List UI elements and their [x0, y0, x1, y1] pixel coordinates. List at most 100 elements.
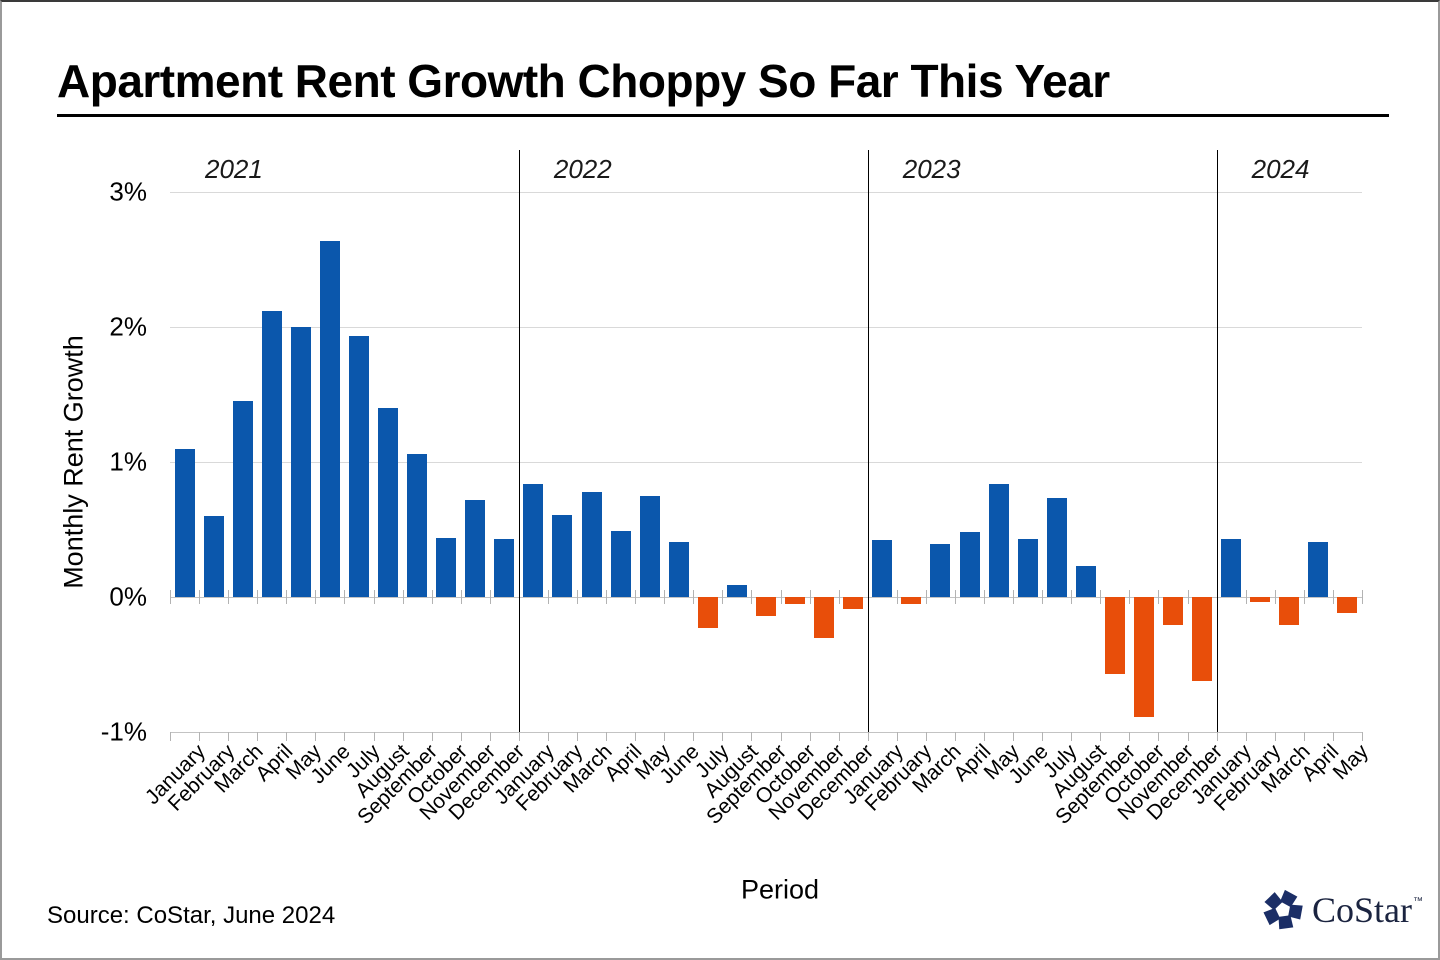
zero-axis-tick	[722, 590, 724, 604]
y-tick-label: 1%	[109, 446, 147, 477]
bar-2021-june	[319, 240, 340, 597]
year-label-2024: 2024	[1251, 154, 1310, 184]
zero-axis-tick	[809, 590, 811, 604]
zero-axis-tick	[1013, 590, 1015, 604]
bar-2023-december	[1192, 597, 1213, 681]
zero-axis-tick	[344, 590, 346, 604]
zero-axis-tick	[170, 590, 171, 604]
bar-2022-december	[843, 597, 864, 610]
zero-axis-tick	[286, 590, 288, 604]
bar-2021-march	[232, 401, 253, 597]
bar-2021-may	[290, 327, 311, 597]
costar-pinwheel-icon	[1260, 889, 1306, 933]
bottom-axis-tick	[1158, 732, 1160, 741]
bar-2022-february	[552, 514, 573, 597]
zero-axis-tick	[1332, 590, 1334, 604]
bottom-axis-tick	[954, 732, 956, 741]
bar-2022-may	[639, 495, 660, 597]
y-tick-label: 0%	[109, 581, 147, 612]
zero-axis-tick	[1158, 590, 1160, 604]
bar-2021-january	[174, 448, 195, 597]
bottom-axis-tick	[838, 732, 840, 741]
bottom-axis-tick	[1332, 732, 1334, 741]
zero-axis-tick	[1362, 590, 1363, 604]
x-axis-title: Period	[740, 874, 820, 905]
bottom-axis-tick	[1042, 732, 1044, 741]
bar-2021-february	[203, 516, 224, 597]
bar-2022-july	[697, 597, 718, 629]
y-axis-title: Monthly Rent Growth	[58, 335, 89, 589]
zero-axis-tick	[373, 590, 375, 604]
bar-2022-october	[785, 597, 806, 604]
zero-axis-tick	[896, 590, 898, 604]
bottom-axis-tick	[460, 732, 462, 741]
bottom-axis-tick	[809, 732, 811, 741]
year-label-2023: 2023	[902, 154, 961, 184]
bottom-axis-tick	[257, 732, 259, 741]
bottom-axis-tick	[751, 732, 753, 741]
bar-2023-april	[959, 532, 980, 597]
bar-2024-may	[1337, 597, 1358, 614]
bottom-axis-tick	[1013, 732, 1015, 741]
year-separator-2022	[518, 150, 520, 732]
zero-axis-tick	[460, 590, 462, 604]
bottom-axis-tick	[1100, 732, 1102, 741]
zero-axis-tick	[693, 590, 695, 604]
bar-2021-september	[407, 453, 428, 597]
bar-2023-october	[1133, 597, 1154, 718]
bottom-axis-tick	[1245, 732, 1247, 741]
zero-axis-tick	[431, 590, 433, 604]
bar-2021-november	[465, 499, 486, 597]
zero-axis-tick	[954, 590, 956, 604]
zero-axis-tick	[1187, 590, 1189, 604]
year-label-2022: 2022	[553, 154, 612, 184]
costar-wordmark: CoStar™	[1312, 890, 1424, 930]
month-tick-label: May	[1328, 740, 1373, 785]
gridline-2%	[170, 327, 1362, 328]
bar-2021-july	[348, 336, 369, 597]
zero-axis-tick	[635, 590, 637, 604]
bottom-axis-tick	[693, 732, 695, 741]
bottom-axis-tick	[199, 732, 201, 741]
bottom-axis-tick	[344, 732, 346, 741]
bar-2024-march	[1279, 597, 1300, 626]
zero-axis-tick	[1042, 590, 1044, 604]
zero-axis-tick	[315, 590, 317, 604]
bar-2022-september	[756, 597, 776, 616]
zero-axis-tick	[1303, 590, 1305, 604]
bar-2022-april	[610, 530, 631, 597]
bottom-axis-tick	[286, 732, 288, 741]
bar-2023-january	[872, 540, 893, 597]
source-text: Source: CoStar, June 2024	[47, 902, 336, 929]
bottom-axis-tick	[664, 732, 666, 741]
bar-2023-march	[930, 544, 951, 597]
bottom-axis-tick	[1071, 732, 1073, 741]
zero-axis-tick	[228, 590, 230, 604]
y-tick-label: 2%	[109, 311, 147, 342]
bar-2022-march	[581, 491, 602, 597]
bar-2022-january	[523, 483, 544, 597]
zero-axis-tick	[606, 590, 608, 604]
bottom-axis-tick	[170, 732, 171, 741]
bottom-axis-tick	[228, 732, 230, 741]
zero-axis-tick	[402, 590, 404, 604]
zero-axis-tick	[1245, 590, 1247, 604]
zero-axis-tick	[780, 590, 782, 604]
bar-2024-april	[1308, 541, 1329, 597]
zero-axis-tick	[751, 590, 753, 604]
bottom-axis-tick	[635, 732, 637, 741]
bottom-axis-tick	[1216, 732, 1218, 741]
zero-axis-tick	[257, 590, 259, 604]
bottom-axis-tick	[518, 732, 520, 741]
zero-axis-tick	[984, 590, 986, 604]
bottom-axis-tick	[722, 732, 724, 741]
bar-2023-august	[1075, 565, 1096, 597]
year-separator-2024	[1216, 150, 1218, 732]
trademark-symbol: ™	[1413, 896, 1424, 907]
title-underline	[57, 114, 1389, 117]
bottom-axis-tick	[489, 732, 491, 741]
bar-2024-february	[1250, 597, 1271, 603]
bar-2023-february	[901, 597, 922, 604]
